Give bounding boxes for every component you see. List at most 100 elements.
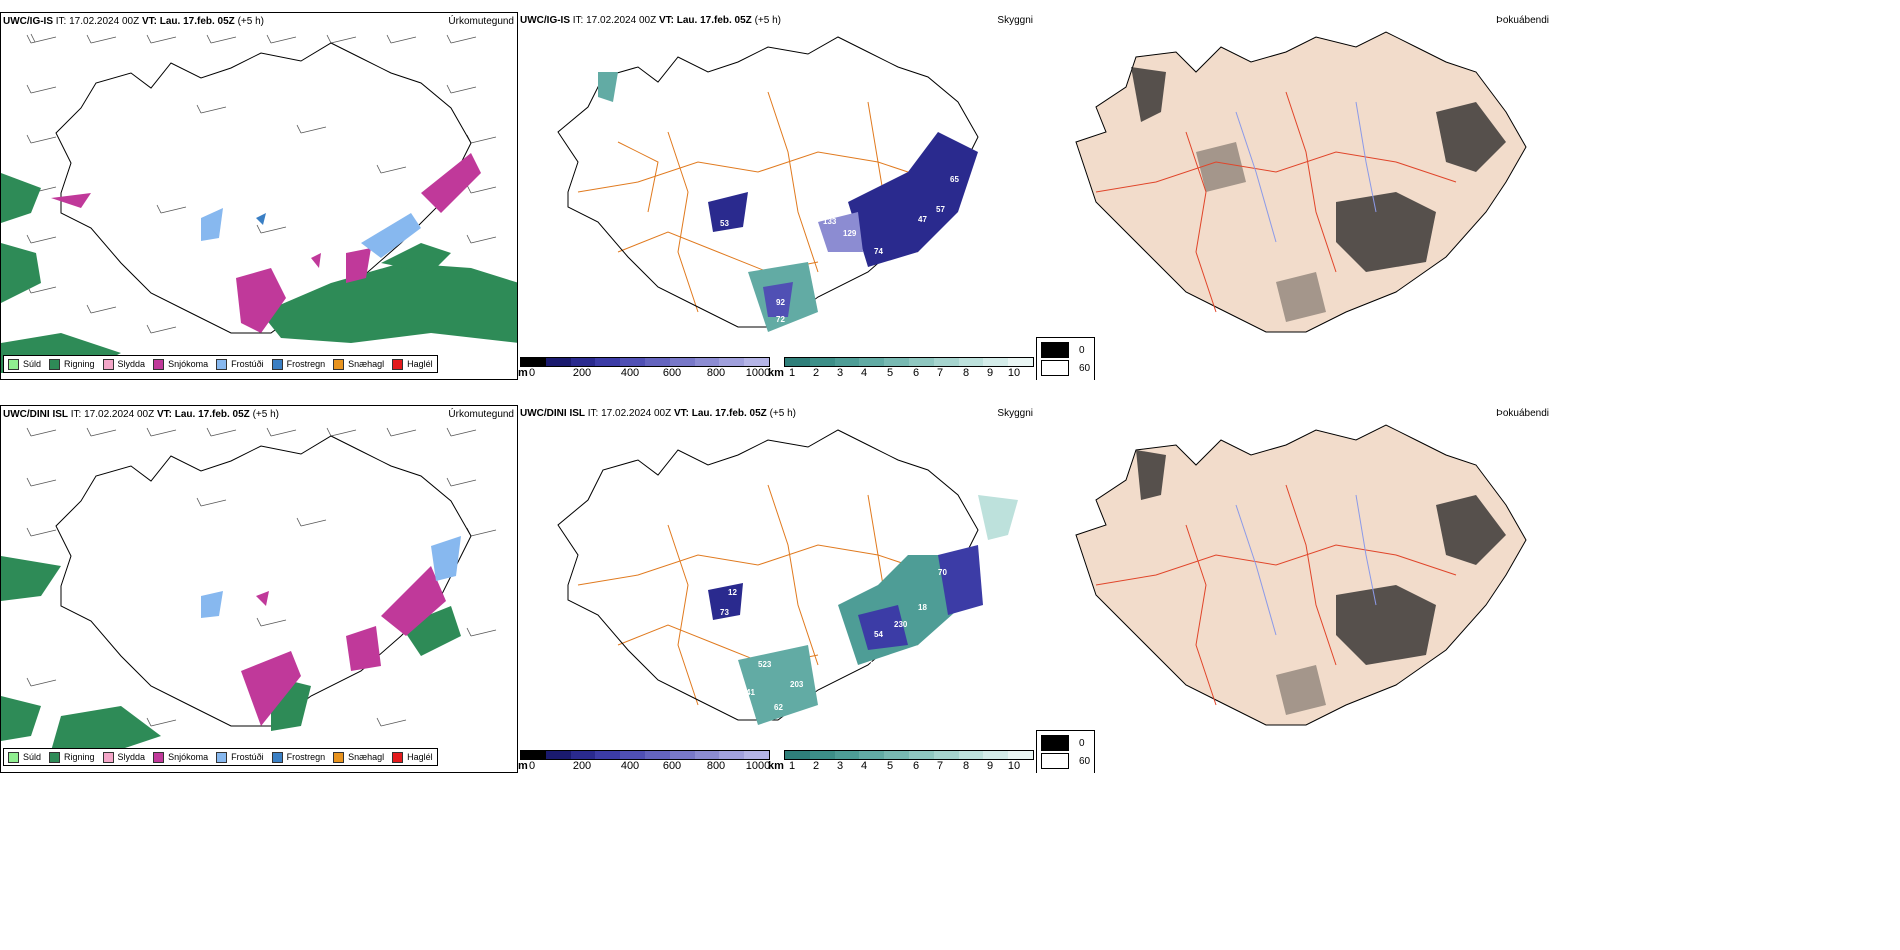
fog-map-bottom <box>1075 424 1527 726</box>
header-model-info-bottom: UWC/DINI ISL IT: 17.02.2024 00Z VT: Lau.… <box>3 409 279 420</box>
swatch <box>49 751 61 763</box>
precip-map-top <box>1 33 517 373</box>
lead-time: (+5 h) <box>252 409 279 420</box>
precip-legend-top: Súld Rigning Slydda Snjókoma Frostúði Fr… <box>3 355 438 373</box>
tick: 6 <box>912 760 920 772</box>
it-value: 17.02.2024 00Z <box>586 15 657 26</box>
vis-value: 54 <box>874 630 883 639</box>
swatch <box>49 358 61 370</box>
swatch <box>1041 753 1069 769</box>
roads-fog <box>1095 484 1457 706</box>
vis-value: 523 <box>758 660 772 669</box>
precip-areas <box>1 153 517 373</box>
tick: 200 <box>572 760 592 772</box>
fog-panel-bottom: Þokuábendi 0 60 <box>1036 405 1552 773</box>
legend-label: Snjókoma <box>168 359 209 369</box>
lead-time: (+5 h) <box>754 15 781 26</box>
legend-item: Haglél <box>392 358 433 370</box>
tick: 3 <box>836 760 844 772</box>
tick: 5 <box>886 367 894 379</box>
legend-item: Frostregn <box>271 751 325 763</box>
tick: 0 <box>528 760 536 772</box>
vt-label: VT: <box>673 408 689 419</box>
tick: 6 <box>912 367 920 379</box>
tick: 9 <box>986 367 994 379</box>
swatch <box>392 358 404 370</box>
swatch <box>1041 360 1069 376</box>
legend-item: Súld <box>8 358 42 370</box>
scale-ticks-m: 0 200 400 600 800 1000 <box>520 760 770 772</box>
vis-value: 12 <box>728 588 737 597</box>
legend-item: Haglél <box>392 751 433 763</box>
vis-value: 92 <box>776 298 785 307</box>
legend-label: Súld <box>23 359 42 369</box>
vis-value: 65 <box>950 175 959 184</box>
legend-item: Frostúði <box>216 751 264 763</box>
tick: 800 <box>706 760 726 772</box>
legend-label: Frostúði <box>231 752 264 762</box>
vis-value: 73 <box>720 608 729 617</box>
tick: 600 <box>662 367 682 379</box>
header-model-info-top: UWC/IG-IS IT: 17.02.2024 00Z VT: Lau. 17… <box>3 16 264 27</box>
tick: 2 <box>812 367 820 379</box>
visibility-scale-km: 1 2 3 4 5 6 7 8 9 10 <box>784 750 1034 772</box>
tick: 600 <box>662 760 682 772</box>
fog-title: Þokuábendi <box>1496 408 1549 419</box>
vis-value: 133 <box>823 217 837 226</box>
model-label: UWC/DINI ISL <box>520 408 585 419</box>
it-label: IT: <box>70 409 82 420</box>
legend-label: Rigning <box>64 752 95 762</box>
legend-label: Snæhagl <box>348 752 385 762</box>
vt-label: VT: <box>658 15 674 26</box>
vis-value: 47 <box>918 215 927 224</box>
vis-value: 18 <box>918 603 927 612</box>
visibility-scale-km: 1 2 3 4 5 6 7 8 9 10 <box>784 357 1034 379</box>
swatch <box>271 751 283 763</box>
precip-legend-bottom: Súld Rigning Slydda Snjókoma Frostúði Fr… <box>3 748 438 766</box>
legend-item: 60 <box>1041 359 1090 377</box>
vis-value: 230 <box>894 620 908 629</box>
legend-label: Haglél <box>407 752 433 762</box>
vis-numbers: 53 103 129 74 47 57 65 133 92 72 146 <box>720 175 959 324</box>
legend-item: Snæhagl <box>333 751 385 763</box>
tick: 5 <box>886 760 894 772</box>
legend-item: Frostúði <box>216 358 264 370</box>
visibility-title: Skyggni <box>997 408 1033 419</box>
legend-item: Snjókoma <box>153 751 209 763</box>
iceland-coastline <box>55 42 472 334</box>
tick: 1 <box>788 760 796 772</box>
fog-panel-top: Þokuábendi 0 60 <box>1036 12 1552 380</box>
swatch <box>102 358 114 370</box>
legend-item: Rigning <box>49 358 95 370</box>
scale-ticks-km: 1 2 3 4 5 6 7 8 9 10 <box>784 760 1034 772</box>
swatch <box>392 751 404 763</box>
scale-bar-km <box>784 750 1034 760</box>
visibility-scale-m: 0 200 400 600 800 1000 <box>520 357 770 379</box>
swatch <box>333 358 345 370</box>
model-label: UWC/IG-IS <box>520 15 570 26</box>
tick: 4 <box>860 760 868 772</box>
rivers <box>1235 101 1377 243</box>
tick: 0 <box>528 367 536 379</box>
precip-title: Úrkomutegund <box>448 409 514 420</box>
it-label: IT: <box>587 408 599 419</box>
vis-numbers: 73 12 15 54 230 18 70 272 523 203 62 41 <box>720 568 947 712</box>
swatch <box>333 751 345 763</box>
legend-label: Slydda <box>117 752 146 762</box>
vis-value: 103 <box>774 200 788 209</box>
vt-label: VT: <box>156 409 172 420</box>
scale-bar-m <box>520 750 770 760</box>
unit-km: km <box>768 760 784 772</box>
legend-label: Snjókoma <box>168 752 209 762</box>
tick: 8 <box>962 367 970 379</box>
swatch <box>8 751 19 763</box>
swatch <box>1041 735 1069 751</box>
fog-map-top <box>1075 31 1527 333</box>
legend-label: Snæhagl <box>348 359 385 369</box>
tick: 3 <box>836 367 844 379</box>
vt-value: Lau. 17.feb. 05Z <box>159 16 235 27</box>
header-model-info-bottom-vis: UWC/DINI ISL IT: 17.02.2024 00Z VT: Lau.… <box>520 408 796 419</box>
vt-value: Lau. 17.feb. 05Z <box>691 408 767 419</box>
tick: 200 <box>572 367 592 379</box>
legend-item: Súld <box>8 751 41 763</box>
